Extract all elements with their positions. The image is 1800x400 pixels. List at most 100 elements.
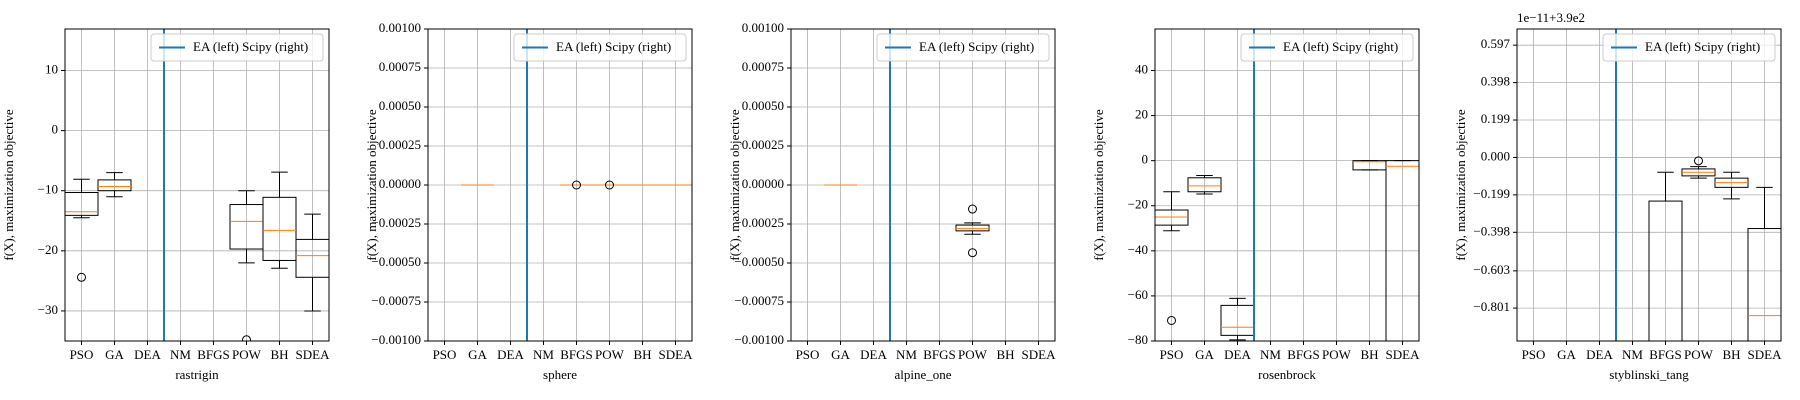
flier [77,272,86,282]
y-axis-label: f(X), maximization objective [364,109,379,260]
y-tick-label: 0.00025 [742,137,784,152]
x-tick-label: DEA [497,347,524,362]
y-tick-label: −0.00100 [734,332,784,347]
boxes [461,180,692,190]
legend-label: EA (left) Scipy (right) [919,39,1034,54]
boxes [824,184,990,258]
subplot: −0.801 −0.603 −0.398 −0.199 0.000 0.199 0.398 0… [1453,10,1783,382]
legend-box [150,33,324,62]
box [65,192,99,216]
y-tick-label: −0.801 [1473,299,1510,314]
x-tick-label: DEA [1224,347,1251,362]
x-tick-label: NM [170,347,191,362]
y-tick-label: −0.00025 [371,215,421,230]
y-tick-label: −10 [38,182,58,197]
y-tick-label: −60 [1128,287,1148,302]
x-tick-label: SDEA [659,347,694,362]
x-tick-label: PSO [796,347,820,362]
y-tick-label: −0.00075 [734,293,784,308]
x-tick-label: GA [1557,347,1576,362]
box [295,238,329,278]
x-tick-label: BFGS [560,347,593,362]
y-axis-label: f(X), maximization objective [1091,109,1106,260]
x-tick-label: SDEA [1386,347,1421,362]
legend-box [1240,33,1414,62]
flier [1694,156,1703,166]
y-tick-label: −0.603 [1473,262,1510,277]
x-tick-label: BFGS [1649,347,1682,362]
x-tick-label: BH [1360,347,1378,362]
y-tick-label: −80 [1128,332,1148,347]
box [97,179,132,192]
subplot: −80 −60 −40 −20 0 20 40 PSO GA DEA NM BFGS POW BH SDEA… [1091,28,1421,382]
x-tick-label: GA [468,347,487,362]
legend-box [876,33,1050,62]
x-tick-label: PSO [1160,347,1184,362]
x-tick-label: SDEA [1748,347,1783,362]
y-tick-label: 0.00025 [379,137,421,152]
x-tick-label: POW [958,347,988,362]
boxes [1648,156,1781,341]
x-tick-label: GA [831,347,850,362]
axes-frame [427,28,693,342]
x-tick-label: NM [1622,347,1643,362]
y-tick-label: 0.00050 [379,98,421,113]
box [1155,209,1189,226]
x-tick-label: GA [105,347,124,362]
y-tick-label: −0.00025 [734,215,784,230]
y-tick-label: −0.00050 [734,254,784,269]
x-axis-label: rastrigin [175,367,219,382]
x-tick-label: BFGS [1287,347,1320,362]
y-tick-label: 10 [45,61,58,76]
y-tick-label: 0.199 [1481,111,1510,126]
box [1385,160,1419,341]
y-tick-label: −30 [38,302,58,317]
x-tick-label: BH [1722,347,1740,362]
x-tick-label: BFGS [197,347,230,362]
axes-frame [1516,28,1782,342]
y-tick-label: 0.00100 [742,20,784,35]
x-axis-label: rosenbrock [1258,367,1316,382]
x-tick-label: POW [595,347,625,362]
y-tick-label: 0.000 [1481,148,1510,163]
axes-frame [1154,28,1420,342]
subplot: −0.00100 −0.00075 −0.00050 −0.00025 0.00000 0… [727,20,1056,382]
x-tick-label: NM [896,347,917,362]
y-tick-label: 0.00075 [379,59,421,74]
flier [968,248,977,258]
x-tick-label: SDEA [296,347,331,362]
flier [1167,315,1176,325]
x-tick-label: PSO [433,347,457,362]
legend-box [1602,33,1776,62]
offset-text: 1e−11+3.9e2 [1517,10,1585,25]
y-tick-label: 0.00100 [379,20,421,35]
y-axis-label: f(X), maximization objective [1,109,16,260]
x-tick-label: SDEA [1022,347,1057,362]
legend-label: EA (left) Scipy (right) [1645,39,1760,54]
y-axis-label: f(X), maximization objective [1453,109,1468,260]
y-tick-label: 40 [1135,61,1148,76]
x-axis-label: styblinski_tang [1609,367,1689,382]
x-tick-label: DEA [1586,347,1613,362]
axes-frame [790,28,1056,342]
y-tick-label: −0.398 [1473,223,1510,238]
y-tick-label: 0.00075 [742,59,784,74]
y-tick-label: 0.00000 [742,176,784,191]
flier [968,204,977,214]
y-tick-label: 0 [52,122,59,137]
y-tick-label: 0 [1142,152,1149,167]
y-tick-label: −20 [1128,197,1148,212]
x-tick-label: BFGS [923,347,956,362]
flier [242,335,251,341]
box [955,224,990,232]
y-axis-label: f(X), maximization objective [727,109,742,260]
legend-box [513,33,687,62]
x-tick-label: POW [1322,347,1352,362]
x-tick-label: BH [633,347,651,362]
boxes [1155,160,1419,341]
x-tick-label: BH [996,347,1014,362]
x-tick-label: BH [270,347,288,362]
x-tick-label: PSO [1522,347,1546,362]
box [1747,228,1781,341]
x-tick-label: GA [1195,347,1214,362]
